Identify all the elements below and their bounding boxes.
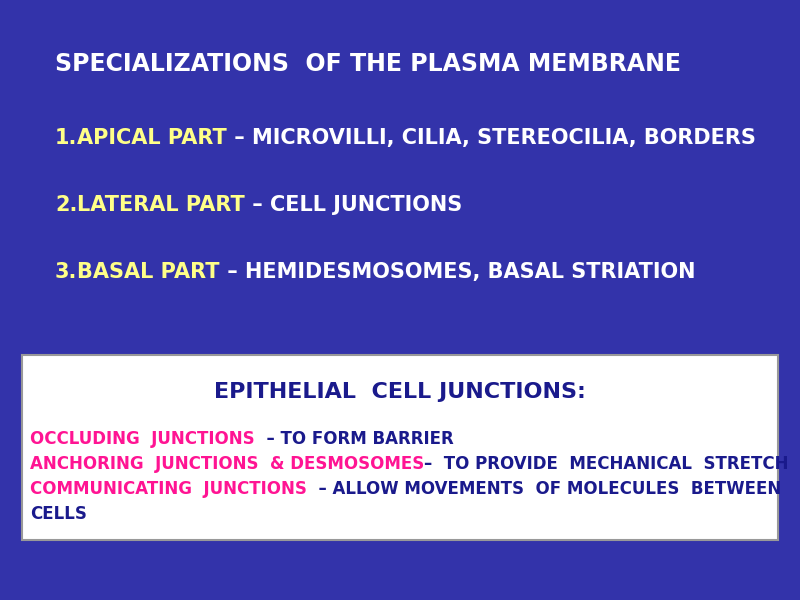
- Text: COMMUNICATING  JUNCTIONS: COMMUNICATING JUNCTIONS: [30, 480, 307, 498]
- Text: BASAL PART: BASAL PART: [78, 262, 220, 282]
- Text: APICAL PART: APICAL PART: [78, 128, 227, 148]
- FancyBboxPatch shape: [22, 355, 778, 540]
- Text: 3.: 3.: [55, 262, 78, 282]
- Text: – HEMIDESMOSOMES, BASAL STRIATION: – HEMIDESMOSOMES, BASAL STRIATION: [220, 262, 695, 282]
- Text: 2.: 2.: [55, 195, 78, 215]
- Text: LATERAL PART: LATERAL PART: [78, 195, 245, 215]
- Text: – CELL JUNCTIONS: – CELL JUNCTIONS: [245, 195, 462, 215]
- Text: OCCLUDING  JUNCTIONS: OCCLUDING JUNCTIONS: [30, 430, 254, 448]
- Text: – ALLOW MOVEMENTS  OF MOLECULES  BETWEEN: – ALLOW MOVEMENTS OF MOLECULES BETWEEN: [307, 480, 781, 498]
- Text: –  TO PROVIDE  MECHANICAL  STRETCH: – TO PROVIDE MECHANICAL STRETCH: [424, 455, 789, 473]
- Text: ANCHORING  JUNCTIONS  & DESMOSOMES: ANCHORING JUNCTIONS & DESMOSOMES: [30, 455, 424, 473]
- Text: SPECIALIZATIONS  OF THE PLASMA MEMBRANE: SPECIALIZATIONS OF THE PLASMA MEMBRANE: [55, 52, 681, 76]
- Text: 1.: 1.: [55, 128, 78, 148]
- Text: EPITHELIAL  CELL JUNCTIONS:: EPITHELIAL CELL JUNCTIONS:: [214, 382, 586, 402]
- Text: – TO FORM BARRIER: – TO FORM BARRIER: [254, 430, 454, 448]
- Text: CELLS: CELLS: [30, 505, 87, 523]
- Text: – MICROVILLI, CILIA, STEREOCILIA, BORDERS: – MICROVILLI, CILIA, STEREOCILIA, BORDER…: [227, 128, 756, 148]
